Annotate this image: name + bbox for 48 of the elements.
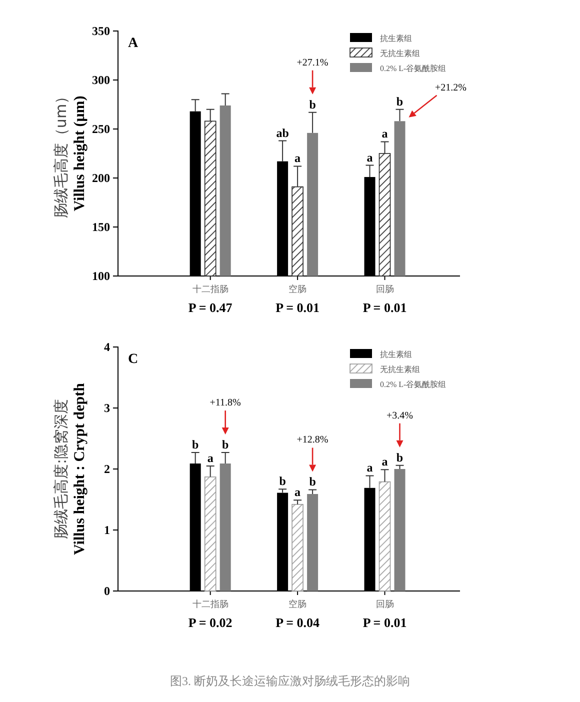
data-label: a <box>382 454 388 469</box>
data-label: a <box>366 460 373 475</box>
data-label: a <box>294 151 301 166</box>
annotation: +3.4% <box>386 410 413 422</box>
data-label: b <box>396 94 404 108</box>
y-tick-label: 4 <box>104 340 110 354</box>
y-tick-label: 200 <box>92 170 110 185</box>
data-label: b <box>309 474 316 489</box>
data-label: b <box>222 438 229 452</box>
caption: 图3. 断奶及长途运输应激对肠绒毛形态的影响 <box>170 674 410 688</box>
y-tick-label: 150 <box>92 220 110 234</box>
data-label: b <box>192 438 199 452</box>
y-tick-label: 3 <box>104 400 110 415</box>
y-tick-label: 350 <box>92 24 110 38</box>
data-label: a <box>294 485 301 500</box>
y-tick-label: 0 <box>104 584 110 598</box>
data-label: b <box>309 97 316 112</box>
x-tick-label: 空肠 P = 0.01 <box>276 284 320 315</box>
data-label: b <box>279 474 286 488</box>
y-axis-title: 肠绒毛高度:隐窝深度 Villus height : Crypt depth <box>52 382 88 555</box>
legend-label: 0.2% L-谷氨酰胺组 <box>380 64 446 73</box>
x-tick-label: 回肠 P = 0.01 <box>362 600 407 630</box>
data-label: ab <box>276 126 290 140</box>
x-tick-label: 十二指肠 P = 0.02 <box>188 599 232 630</box>
x-tick-label: 回肠 P = 0.01 <box>362 285 407 315</box>
legend-label: 抗生素组 <box>380 350 412 359</box>
y-tick-label: 250 <box>92 122 110 136</box>
y-tick-label: 1 <box>104 522 110 537</box>
y-axis-title: 肠绒毛高度（um） Villus height (μm) <box>52 88 88 218</box>
legend-label: 0.2% L-谷氨酰胺组 <box>380 380 446 389</box>
annotation: +11.8% <box>210 398 241 409</box>
y-tick-label: 300 <box>92 72 110 87</box>
legend-label: 抗生素组 <box>380 34 412 43</box>
annotation: +12.8% <box>296 434 328 446</box>
y-tick-label: 100 <box>92 268 110 283</box>
data-label: a <box>382 126 388 141</box>
data-label: b <box>396 450 404 464</box>
data-label: a <box>207 450 214 465</box>
y-tick-label: 2 <box>104 462 110 476</box>
legend-label: 无抗生素组 <box>380 365 420 374</box>
chart-title: A <box>128 36 139 51</box>
data-label: a <box>366 150 373 164</box>
chart-title: C <box>128 352 138 367</box>
annotation: +27.1% <box>296 57 328 68</box>
annotation: +21.2% <box>435 82 466 94</box>
x-tick-label: 十二指肠 P = 0.47 <box>188 284 233 315</box>
x-tick-label: 空肠 P = 0.04 <box>276 599 320 630</box>
legend-label: 无抗生素组 <box>380 49 420 58</box>
